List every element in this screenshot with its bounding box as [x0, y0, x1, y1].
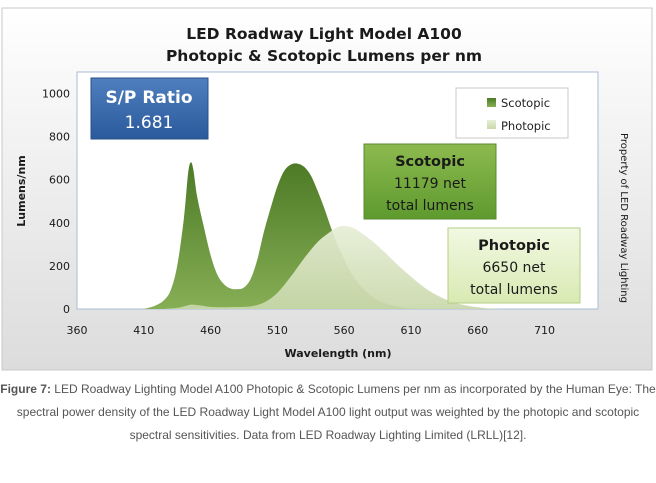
series-area-photopic	[163, 226, 505, 309]
legend-swatch-scotopic	[487, 98, 496, 107]
scotopic-box-line1: 11179 net	[394, 176, 466, 192]
series-areas	[143, 162, 505, 309]
sp-ratio-value: 1.681	[125, 113, 174, 133]
chart-title-line-1: LED Roadway Light Model A100	[186, 25, 462, 43]
x-tick-label: 610	[400, 324, 421, 337]
x-tick-label: 410	[133, 324, 154, 337]
scotopic-total-box: Scotopic 11179 net total lumens	[363, 143, 497, 220]
photopic-box-line2: total lumens	[470, 282, 558, 298]
photopic-box-line1: 6650 net	[482, 260, 546, 276]
y-axis: 0 200 400 600 800 1000	[42, 88, 70, 316]
series-area-scotopic	[143, 162, 425, 309]
chart-legend: Scotopic Photopic	[455, 87, 569, 139]
chart-title-line-2: Photopic & Scotopic Lumens per nm	[166, 47, 482, 65]
y-tick-label: 800	[49, 131, 70, 144]
photopic-total-box: Photopic 6650 net total lumens	[447, 227, 581, 304]
y-tick-label: 0	[63, 303, 70, 316]
x-tick-label: 460	[200, 324, 221, 337]
sp-ratio-box: S/P Ratio 1.681	[90, 77, 209, 140]
watermark-text: Property of LED Roadway Lighting	[618, 133, 629, 303]
y-tick-label: 1000	[42, 88, 70, 101]
scotopic-box-line2: total lumens	[386, 198, 474, 214]
x-axis: 360 410 460 510 560 610 660 710	[67, 324, 556, 337]
legend-label-photopic: Photopic	[501, 119, 551, 133]
x-tick-label: 710	[534, 324, 555, 337]
x-tick-label: 360	[67, 324, 88, 337]
y-tick-label: 200	[49, 260, 70, 273]
x-tick-label: 510	[267, 324, 288, 337]
photopic-box-title: Photopic	[478, 238, 550, 254]
x-tick-label: 660	[467, 324, 488, 337]
caption-lead: Figure 7:	[0, 382, 51, 396]
caption-text: LED Roadway Lighting Model A100 Photopic…	[16, 382, 656, 442]
sp-ratio-label: S/P Ratio	[105, 88, 192, 108]
y-tick-label: 600	[49, 174, 70, 187]
x-axis-label: Wavelength (nm)	[285, 347, 392, 360]
figure-caption: Figure 7: LED Roadway Lighting Model A10…	[0, 378, 656, 447]
x-tick-label: 560	[334, 324, 355, 337]
y-tick-label: 400	[49, 217, 70, 230]
y-axis-label: Lumens/nm	[15, 155, 28, 226]
legend-swatch-photopic	[487, 120, 496, 129]
legend-label-scotopic: Scotopic	[501, 96, 550, 110]
scotopic-box-title: Scotopic	[395, 154, 465, 170]
